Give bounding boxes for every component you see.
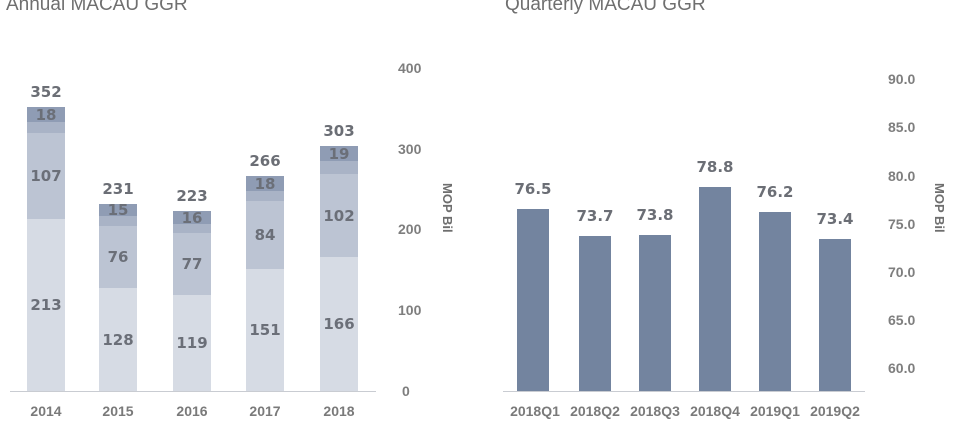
- bar-total: 266: [249, 152, 281, 170]
- segment-1: 128: [99, 288, 137, 391]
- bar-total: 303: [323, 122, 355, 140]
- y-tick: 80.0: [888, 168, 916, 184]
- segment-4: 18: [246, 176, 284, 191]
- segment-4: 19: [320, 146, 358, 161]
- x-tick: 2018Q3: [630, 403, 680, 419]
- bar-2016: 16 77 119: [173, 211, 211, 391]
- y-tick: 100: [398, 302, 422, 318]
- segment-3: [27, 122, 65, 133]
- y-tick: 70.0: [888, 264, 916, 280]
- y-tick: 65.0: [888, 312, 916, 328]
- y-tick: 0: [402, 383, 410, 399]
- bar-2018: 19 102 166: [320, 146, 358, 391]
- bar-2019Q2: [819, 239, 851, 391]
- y-tick: 400: [398, 60, 422, 76]
- segment-2: 102: [320, 174, 358, 257]
- bar-total: 231: [102, 180, 134, 198]
- segment-3: [246, 191, 284, 201]
- segment-3: [173, 224, 211, 233]
- y-tick: 60.0: [888, 360, 916, 376]
- x-tick: 2018Q2: [570, 403, 620, 419]
- bar-total: 223: [176, 187, 208, 205]
- bar-value-label: 73.7: [576, 207, 614, 225]
- x-tick: 2016: [176, 403, 208, 419]
- segment-1: 151: [246, 269, 284, 391]
- segment-3: [320, 161, 358, 174]
- segment-1: 166: [320, 257, 358, 391]
- segment-2: 84: [246, 201, 284, 269]
- segment-2: 76: [99, 226, 137, 288]
- bar-2018Q1: [517, 209, 549, 391]
- segment-1: 213: [27, 219, 65, 391]
- y-tick: 90.0: [888, 71, 916, 87]
- bar-total: 352: [30, 83, 62, 101]
- x-tick: 2018Q4: [690, 403, 740, 419]
- x-tick: 2018: [323, 403, 355, 419]
- bar-2015: 15 76 128: [99, 204, 137, 391]
- segment-4: 15: [99, 204, 137, 216]
- x-axis-line: [10, 391, 376, 392]
- x-tick: 2017: [249, 403, 281, 419]
- bar-2019Q1: [759, 212, 791, 391]
- bar-2018Q4: [699, 187, 731, 391]
- quarterly-chart-title: Quarterly MACAU GGR: [505, 0, 706, 15]
- bar-value-label: 76.5: [514, 180, 552, 198]
- bar-2018Q3: [639, 235, 671, 391]
- bar-value-label: 73.4: [816, 210, 854, 228]
- x-tick: 2019Q2: [810, 403, 860, 419]
- bar-2014: 18 107 213: [27, 107, 65, 391]
- x-tick: 2015: [102, 403, 134, 419]
- y-tick: 300: [398, 141, 422, 157]
- x-tick: 2014: [30, 403, 62, 419]
- segment-2: 77: [173, 233, 211, 295]
- segment-1: 119: [173, 295, 211, 391]
- segment-2: 107: [27, 133, 65, 219]
- bar-value-label: 78.8: [696, 158, 734, 176]
- segment-4: 18: [27, 107, 65, 122]
- x-tick: 2018Q1: [510, 403, 560, 419]
- y-tick: 85.0: [888, 119, 916, 135]
- y-tick: 75.0: [888, 216, 916, 232]
- y-axis-label: MOP Bil: [440, 183, 455, 233]
- y-tick: 200: [398, 221, 422, 237]
- segment-4: 16: [173, 211, 211, 224]
- bar-2018Q2: [579, 236, 611, 391]
- segment-3: [99, 216, 137, 226]
- annual-chart-title: Annual MACAU GGR: [6, 0, 188, 15]
- bar-value-label: 76.2: [756, 183, 794, 201]
- bar-value-label: 73.8: [636, 206, 674, 224]
- x-tick: 2019Q1: [750, 403, 800, 419]
- y-axis-label: MOP Bil: [932, 183, 947, 233]
- bar-2017: 18 84 151: [246, 176, 284, 391]
- x-axis-line: [503, 391, 865, 392]
